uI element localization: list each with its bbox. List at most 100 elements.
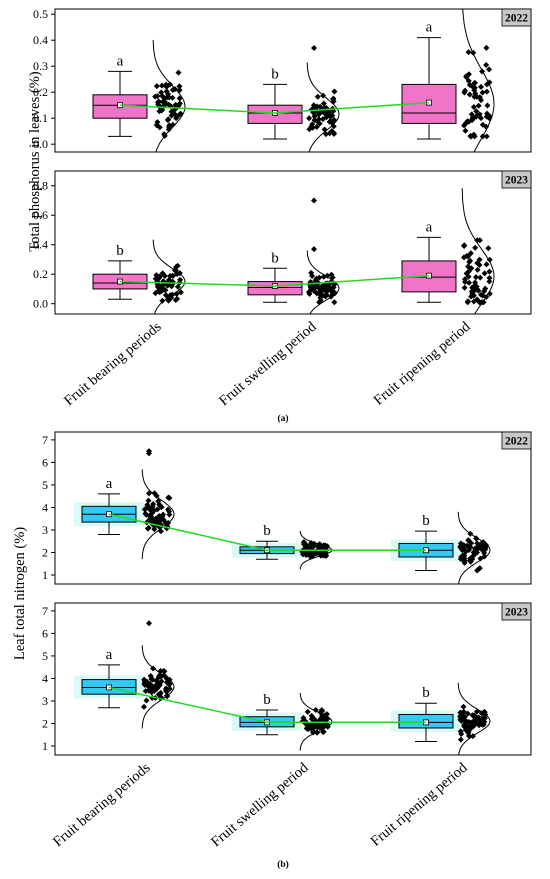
data-point bbox=[468, 111, 475, 118]
data-point bbox=[462, 127, 469, 134]
year-badge bbox=[501, 431, 532, 450]
significance-letter: a bbox=[106, 476, 113, 492]
data-point bbox=[143, 511, 150, 518]
mean-trend-line bbox=[108, 686, 426, 724]
data-point bbox=[484, 110, 491, 117]
data-point bbox=[486, 256, 493, 263]
data-point bbox=[159, 93, 166, 100]
y-tick-label: 1 bbox=[42, 739, 48, 753]
data-point bbox=[174, 283, 181, 290]
data-point bbox=[141, 703, 148, 710]
data-point bbox=[462, 120, 469, 127]
data-point bbox=[461, 284, 468, 291]
data-point bbox=[158, 287, 165, 294]
data-point bbox=[474, 266, 481, 273]
year-badge bbox=[501, 602, 532, 621]
y-tick-label: 5 bbox=[42, 478, 48, 492]
data-point bbox=[483, 44, 490, 51]
data-point bbox=[154, 506, 161, 513]
y-axis-label: Leaf total nitrogen (%) bbox=[12, 527, 28, 660]
data-point bbox=[465, 263, 472, 270]
data-point bbox=[461, 717, 468, 724]
data-point bbox=[481, 715, 488, 722]
data-point bbox=[474, 567, 481, 574]
data-point bbox=[154, 93, 161, 100]
distribution-curve bbox=[152, 239, 186, 315]
data-point bbox=[177, 276, 184, 283]
y-tick-label: 2 bbox=[42, 545, 48, 559]
data-point bbox=[471, 80, 478, 87]
data-point bbox=[470, 104, 477, 111]
data-point bbox=[168, 108, 175, 115]
distribution-curve bbox=[306, 62, 340, 153]
data-point bbox=[166, 495, 173, 502]
data-point bbox=[486, 290, 493, 297]
data-point bbox=[486, 275, 493, 282]
data-point bbox=[321, 282, 328, 289]
data-point bbox=[476, 237, 483, 244]
data-point bbox=[464, 710, 471, 717]
data-point bbox=[478, 291, 485, 298]
data-point bbox=[147, 672, 154, 679]
data-point bbox=[176, 112, 183, 119]
data-point bbox=[460, 542, 467, 549]
category-label: Fruit ripening period bbox=[371, 318, 474, 408]
data-point bbox=[471, 721, 478, 728]
data-point bbox=[315, 722, 322, 729]
data-point bbox=[461, 723, 468, 730]
data-point bbox=[155, 276, 162, 283]
data-point bbox=[315, 116, 322, 123]
y-tick-label: 0.0 bbox=[33, 297, 48, 311]
data-point bbox=[478, 115, 485, 122]
data-point bbox=[477, 83, 484, 90]
significance-letter: b bbox=[271, 250, 279, 266]
distribution-curve bbox=[457, 511, 491, 585]
data-point bbox=[317, 103, 324, 110]
plot-frame bbox=[54, 170, 532, 315]
significance-letter: a bbox=[117, 53, 124, 69]
data-point bbox=[478, 97, 485, 104]
data-point bbox=[143, 697, 150, 704]
y-tick-label: 4 bbox=[42, 671, 48, 685]
data-point bbox=[459, 710, 466, 717]
data-point bbox=[305, 722, 312, 729]
significance-letter: b bbox=[263, 692, 271, 708]
data-point bbox=[462, 548, 469, 555]
data-point bbox=[304, 708, 311, 715]
y-tick-label: 0.0 bbox=[33, 137, 48, 151]
data-point bbox=[319, 708, 326, 715]
subplot-2022: 0.0 0.1 0.2 0.3 0.4 0.5 2022 a b a bbox=[33, 7, 532, 153]
year-badge bbox=[501, 170, 532, 189]
data-point bbox=[313, 290, 320, 297]
data-point bbox=[471, 93, 478, 100]
panel-b: 1 2 3 4 5 6 7 2022 a b b 1 2 3 4 5 6 7 2023 a b b Leaf total n… bbox=[12, 431, 532, 870]
subplot-2023: 0.0 0.2 0.4 0.6 0.8 2023 b b a bbox=[33, 170, 532, 315]
data-point bbox=[155, 282, 162, 289]
data-point bbox=[466, 279, 473, 286]
data-point bbox=[461, 276, 468, 283]
data-point bbox=[463, 253, 470, 260]
y-tick-label: 6 bbox=[42, 455, 48, 469]
data-point bbox=[474, 296, 481, 303]
box-group-1: a bbox=[92, 39, 186, 153]
box-group-1: b bbox=[92, 239, 186, 315]
data-point bbox=[165, 101, 172, 108]
data-point bbox=[309, 121, 316, 128]
data-point bbox=[458, 730, 465, 737]
data-point bbox=[473, 108, 480, 115]
outlier-point bbox=[311, 197, 317, 204]
data-point bbox=[166, 511, 173, 518]
year-badge bbox=[501, 8, 532, 27]
data-point bbox=[465, 268, 472, 275]
y-tick-label: 0.3 bbox=[33, 59, 48, 73]
data-point bbox=[145, 497, 152, 504]
data-point bbox=[467, 257, 474, 264]
data-point bbox=[482, 285, 489, 292]
data-point bbox=[328, 128, 335, 135]
data-point bbox=[476, 256, 483, 263]
data-point bbox=[159, 98, 166, 105]
data-point bbox=[484, 102, 491, 109]
significance-letter: b bbox=[263, 523, 271, 539]
subplot-2023: 1 2 3 4 5 6 7 2023 a b b bbox=[42, 602, 532, 756]
data-point bbox=[143, 681, 150, 688]
